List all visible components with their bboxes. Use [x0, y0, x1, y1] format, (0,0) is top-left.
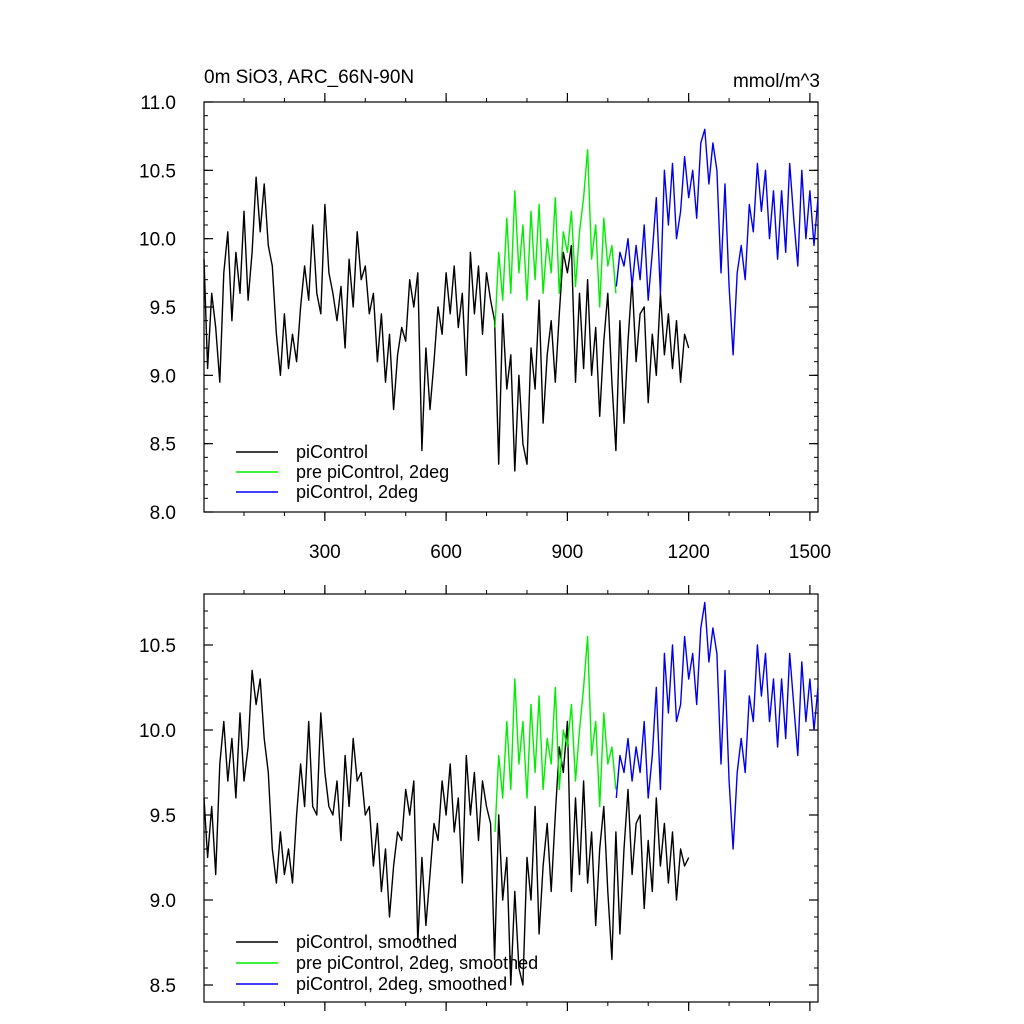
bottom-series-group: [203, 601, 819, 986]
legend-label-2: piControl, 2deg, smoothed: [296, 974, 507, 994]
legend-label-0: piControl: [296, 442, 368, 462]
x-tick-label: 1200: [668, 542, 710, 563]
series-line-0: [203, 176, 690, 472]
y-tick-label: 11.0: [140, 93, 176, 114]
x-tick-label: 300: [309, 542, 341, 563]
y-tick-label: 9.5: [150, 806, 176, 827]
units-label: mmol/m^3: [733, 71, 820, 92]
legend-label-1: pre piControl, 2deg: [296, 462, 449, 482]
y-tick-label: 10.5: [139, 636, 176, 657]
top-y-axis: 8.0 8.5 9.0 9.5 10.0 10.5 11.0: [139, 93, 818, 524]
legend-label-1: pre piControl, 2deg, smoothed: [296, 953, 538, 973]
y-tick-label: 10.0: [139, 721, 176, 742]
series-line-0: [203, 669, 690, 986]
top-x-axis: 300 600 900 1200 1500: [243, 93, 831, 563]
legend-label-0: piControl, smoothed: [296, 932, 457, 952]
y-tick-label: 10.5: [139, 161, 176, 182]
y-tick-label: 8.0: [150, 503, 176, 524]
bottom-x-axis: [243, 585, 811, 1011]
y-tick-label: 8.5: [150, 976, 176, 997]
series-line-1: [494, 635, 617, 833]
y-tick-label: 9.0: [150, 366, 176, 387]
top-panel: 0m SiO3, ARC_66N-90N mmol/m^3 8.0 8.5 9.0 9…: [139, 67, 831, 563]
y-tick-label: 9.5: [150, 298, 176, 319]
bottom-panel: 8.5 9.0 9.5 10.0 10.5 piControl, smoothedpre…: [139, 585, 819, 1011]
series-line-2: [615, 128, 819, 356]
top-series-group: [203, 128, 819, 472]
chart-title: 0m SiO3, ARC_66N-90N: [204, 67, 414, 88]
x-tick-label: 900: [552, 542, 584, 563]
y-tick-label: 9.0: [150, 891, 176, 912]
x-tick-label: 600: [430, 542, 462, 563]
bottom-y-axis: 8.5 9.0 9.5 10.0 10.5: [139, 593, 818, 1003]
series-line-2: [615, 601, 819, 850]
x-tick-label: 1500: [789, 542, 831, 563]
y-tick-label: 8.5: [150, 435, 176, 456]
legend-label-2: piControl, 2deg: [296, 482, 418, 502]
series-line-1: [494, 149, 617, 328]
y-tick-label: 10.0: [139, 230, 176, 251]
